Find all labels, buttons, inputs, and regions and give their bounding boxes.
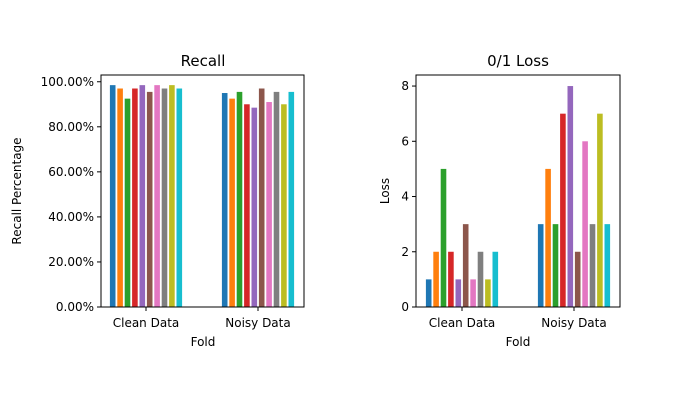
recall-bar-0-2	[124, 98, 131, 308]
loss-bar-1-5	[574, 251, 581, 307]
loss-bar-0-9	[492, 251, 499, 307]
loss-bar-1-2	[552, 224, 559, 307]
recall-bar-0-5	[146, 91, 153, 307]
recall-bar-1-1	[229, 98, 235, 308]
loss-bar-0-0	[425, 279, 432, 307]
recall-bar-0-4	[139, 85, 146, 307]
loss-bar-1-8	[597, 113, 603, 307]
loss-ticks: Clean Data Noisy Data 0 2 4 6 8	[401, 79, 606, 330]
loss-plot-frame	[415, 74, 621, 308]
recall-y-tick-label-0: 0.00%	[56, 300, 94, 314]
recall-x-tick-label-1: Noisy Data	[225, 316, 290, 330]
loss-y-tick-label-1: 2	[401, 245, 409, 259]
recall-bar-0-9	[176, 88, 183, 307]
loss-bar-0-4	[455, 279, 462, 307]
recall-bar-1-4	[251, 107, 258, 307]
loss-bar-1-0	[537, 224, 544, 307]
recall-bar-1-0	[221, 93, 228, 308]
recall-y-tick-label-2: 40.00%	[48, 210, 94, 224]
loss-y-tick-label-4: 8	[401, 79, 409, 93]
recall-bar-1-6	[266, 102, 272, 307]
recall-ticks: Clean Data Noisy Data 0.00% 20.00% 40.00% 60.…	[41, 75, 291, 330]
recall-bar-0-8	[169, 85, 175, 307]
loss-bar-1-9	[604, 224, 611, 307]
recall-chart: Recall Recall Percentage Fold Clean Data…	[10, 52, 305, 349]
recall-y-tick-label-5: 100.00%	[41, 75, 94, 89]
recall-bar-0-3	[132, 88, 138, 307]
recall-bar-0-0	[109, 85, 116, 307]
loss-bar-1-1	[545, 168, 551, 307]
loss-bar-1-4	[567, 86, 574, 307]
recall-bar-1-2	[236, 91, 243, 307]
loss-chart: 0/1 Loss Loss Fold Clean Data Noisy Data 0…	[378, 52, 621, 349]
loss-x-tick-label-1: Noisy Data	[541, 316, 606, 330]
recall-y-axis-label: Recall Percentage	[10, 137, 24, 244]
recall-y-tick-label-1: 20.00%	[48, 255, 94, 269]
loss-chart-title: 0/1 Loss	[487, 52, 549, 70]
loss-bar-0-8	[485, 279, 491, 307]
recall-y-tick-label-4: 80.00%	[48, 120, 94, 134]
loss-y-axis-label: Loss	[378, 178, 392, 204]
loss-bar-0-2	[440, 168, 447, 307]
loss-x-tick-label-0: Clean Data	[429, 316, 496, 330]
loss-bar-1-7	[589, 224, 596, 307]
recall-bar-1-3	[244, 104, 250, 307]
loss-y-tick-label-0: 0	[401, 300, 409, 314]
recall-bar-0-7	[161, 88, 168, 307]
recall-bars	[109, 85, 295, 308]
loss-y-tick-label-2: 4	[401, 190, 409, 204]
recall-x-tick-label-0: Clean Data	[113, 316, 180, 330]
loss-bar-1-3	[560, 113, 566, 307]
loss-bar-0-1	[433, 251, 439, 307]
recall-chart-title: Recall	[181, 52, 226, 70]
loss-bar-0-7	[477, 251, 484, 307]
loss-x-axis-label: Fold	[506, 335, 531, 349]
recall-bar-1-9	[288, 91, 295, 307]
recall-bar-0-6	[154, 85, 160, 307]
loss-y-tick-label-3: 6	[401, 134, 409, 148]
loss-bar-0-6	[470, 279, 476, 307]
recall-plot-frame	[100, 74, 305, 308]
loss-bar-0-3	[448, 251, 454, 307]
recall-bar-0-1	[117, 88, 123, 307]
recall-x-axis-label: Fold	[191, 335, 216, 349]
recall-bar-1-8	[281, 104, 287, 307]
recall-bar-1-7	[273, 91, 280, 307]
loss-bar-1-6	[582, 141, 588, 307]
recall-y-tick-label-3: 60.00%	[48, 165, 94, 179]
loss-bars	[425, 86, 611, 307]
recall-bar-1-5	[258, 88, 265, 307]
loss-bar-0-5	[462, 224, 469, 307]
